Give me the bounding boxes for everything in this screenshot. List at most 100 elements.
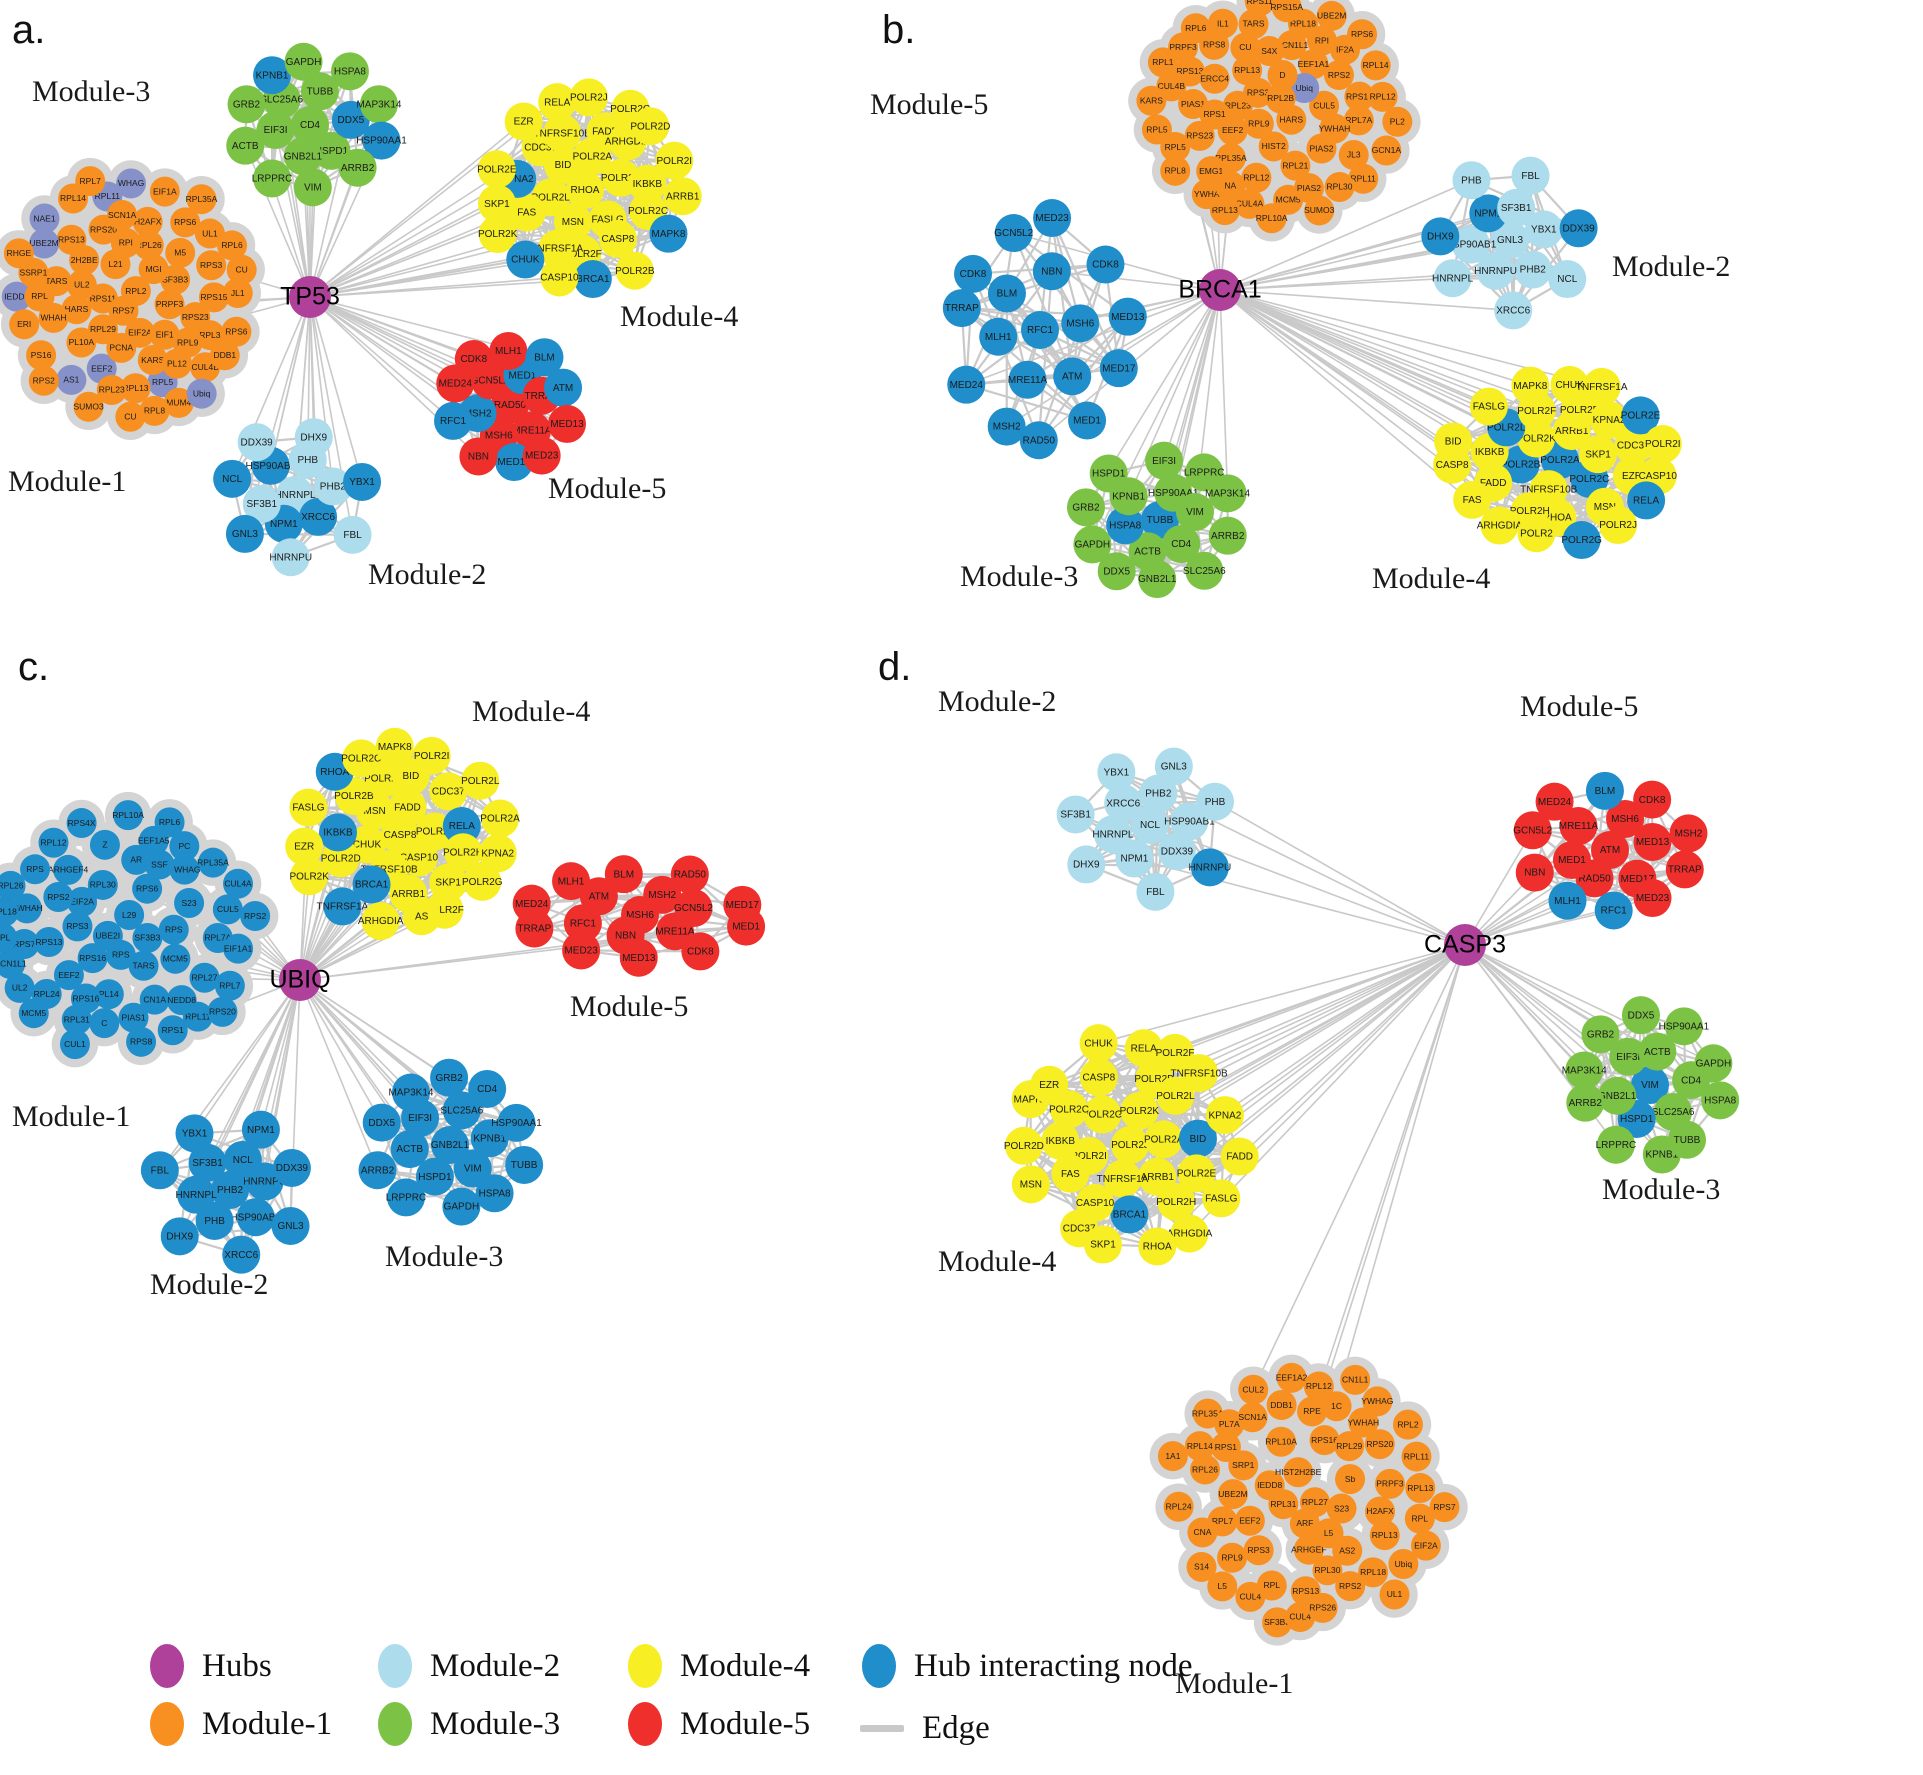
network-node[interactable]: EZR xyxy=(285,827,324,866)
network-node[interactable]: PHB xyxy=(1452,161,1491,200)
network-node[interactable]: RPL7 xyxy=(214,970,245,1001)
network-node[interactable]: MCM5 xyxy=(18,998,49,1029)
network-node[interactable]: DDX39 xyxy=(272,1148,311,1187)
network-node[interactable]: RFC1 xyxy=(1594,891,1633,930)
network-node[interactable]: RPS7 xyxy=(108,295,139,326)
network-node[interactable]: 1A1 xyxy=(1157,1441,1188,1472)
network-node[interactable]: RPL9 xyxy=(172,327,203,358)
network-node[interactable]: RPL31 xyxy=(1268,1489,1299,1520)
network-node[interactable]: SKP1 xyxy=(477,184,516,223)
network-node[interactable]: MAPK8 xyxy=(375,727,414,766)
network-node[interactable]: NAE1 xyxy=(29,203,60,234)
network-node[interactable]: CN1A xyxy=(139,984,170,1015)
network-node[interactable]: NBN xyxy=(459,437,498,476)
network-node[interactable]: HSPA8 xyxy=(475,1174,514,1213)
network-node[interactable]: BID xyxy=(1434,422,1473,461)
network-node[interactable]: MED24 xyxy=(1535,782,1574,821)
network-node[interactable]: TRRAP xyxy=(942,289,981,328)
network-node[interactable]: CUL5 xyxy=(212,894,243,925)
network-node[interactable]: SSF xyxy=(144,849,175,880)
network-node[interactable]: GRB2 xyxy=(1581,1015,1620,1054)
network-node[interactable]: RPL27 xyxy=(1299,1487,1330,1518)
network-node[interactable]: GAPDH xyxy=(284,42,323,81)
network-node[interactable]: MSH6 xyxy=(1061,304,1100,343)
network-node[interactable]: GAPDH xyxy=(1694,1044,1733,1083)
network-node[interactable]: ARRB1 xyxy=(663,177,702,216)
network-node[interactable]: DDX39 xyxy=(237,423,276,462)
network-node[interactable]: ARRB2 xyxy=(1208,516,1247,555)
network-node[interactable]: MSH2 xyxy=(1669,814,1708,853)
network-node[interactable]: MSH2 xyxy=(987,407,1026,446)
network-node[interactable]: NCL xyxy=(1548,260,1587,299)
network-node[interactable]: BRCA1 xyxy=(573,260,612,299)
network-node[interactable]: CN1L1 xyxy=(1340,1364,1371,1395)
network-node[interactable]: UL2 xyxy=(66,269,97,300)
network-node[interactable]: FADD xyxy=(1220,1137,1259,1176)
network-node[interactable]: GNL3 xyxy=(271,1206,310,1245)
network-node[interactable]: CDK8 xyxy=(1086,245,1125,284)
network-node[interactable]: RPL9 xyxy=(1217,1542,1248,1573)
network-node[interactable]: PC xyxy=(169,831,200,862)
network-node[interactable]: GNL3 xyxy=(225,514,264,553)
network-node[interactable]: RFC1 xyxy=(1021,311,1059,349)
network-node[interactable]: RPS3 xyxy=(1243,1535,1274,1566)
network-node[interactable]: ACTB xyxy=(226,126,265,165)
network-node[interactable]: SKP1 xyxy=(1579,435,1618,474)
network-node[interactable]: NEDD8 xyxy=(166,985,197,1016)
network-node[interactable]: RPL7 xyxy=(75,166,106,197)
network-node[interactable]: RPS8 xyxy=(1199,29,1230,60)
network-node[interactable]: UL1 xyxy=(1379,1579,1410,1610)
network-node[interactable]: KARS xyxy=(1136,85,1167,116)
network-node[interactable]: CHUK xyxy=(1079,1024,1118,1063)
network-node[interactable]: RPS2 xyxy=(28,365,59,396)
network-node[interactable]: UBE2M xyxy=(1316,0,1347,31)
network-node[interactable]: ATM xyxy=(1053,357,1092,396)
network-node[interactable]: ERI xyxy=(9,309,40,340)
network-node[interactable]: RPL13 xyxy=(1405,1473,1436,1504)
network-node[interactable]: RPS2 xyxy=(43,882,74,913)
network-node[interactable]: DDX39 xyxy=(1559,209,1598,248)
network-node[interactable]: MED23 xyxy=(562,931,601,970)
network-node[interactable]: CASP8 xyxy=(1079,1058,1118,1097)
network-node[interactable]: SKP1 xyxy=(1083,1225,1122,1264)
network-node[interactable]: DDX5 xyxy=(1621,996,1660,1035)
network-node[interactable]: MSN xyxy=(1011,1165,1050,1204)
network-node[interactable]: MGI xyxy=(138,254,169,285)
network-node[interactable]: FAS xyxy=(1051,1154,1090,1193)
network-node[interactable]: HSPD1 xyxy=(1089,454,1128,493)
network-node[interactable]: AS xyxy=(402,897,441,936)
network-node[interactable]: MLH1 xyxy=(1548,881,1587,920)
network-node[interactable]: RPL13 xyxy=(1369,1520,1400,1551)
network-node[interactable]: S23 xyxy=(174,888,205,919)
network-node[interactable]: L29 xyxy=(114,900,145,931)
network-node[interactable]: RPL18 xyxy=(1358,1557,1389,1588)
network-node[interactable]: DDX5 xyxy=(362,1103,401,1142)
network-node[interactable]: CDK8 xyxy=(1633,780,1672,819)
network-node[interactable]: EIF3I xyxy=(1145,441,1184,480)
network-node[interactable]: RPL12 xyxy=(1367,81,1398,112)
network-node[interactable]: DDB1 xyxy=(209,340,240,371)
network-node[interactable]: NPM1 xyxy=(241,1110,280,1149)
network-node[interactable]: YBX1 xyxy=(1524,210,1563,249)
network-node[interactable]: CUL4A xyxy=(223,868,254,899)
network-node[interactable]: EZR xyxy=(1030,1065,1069,1104)
network-node[interactable]: HSPA8 xyxy=(1701,1081,1740,1120)
network-node[interactable]: RPL14 xyxy=(1184,1431,1215,1462)
network-node[interactable]: YBX1 xyxy=(175,1114,214,1153)
network-node[interactable]: MED1 xyxy=(727,907,766,946)
network-node[interactable]: FBL xyxy=(1136,872,1175,911)
network-node[interactable]: HNRNPU xyxy=(269,538,312,577)
network-node[interactable]: RPL30 xyxy=(87,869,118,900)
network-node[interactable]: CU xyxy=(115,401,146,432)
network-node[interactable]: FBL xyxy=(1511,156,1550,195)
network-node[interactable]: AS1 xyxy=(56,364,87,395)
network-node[interactable]: RPL12 xyxy=(38,827,69,858)
network-node[interactable]: CNA xyxy=(1187,1517,1218,1548)
network-node[interactable]: MLH1 xyxy=(552,862,591,901)
network-node[interactable]: TRRAP xyxy=(1665,850,1704,889)
network-node[interactable]: M5 xyxy=(165,237,196,268)
network-node[interactable]: Sb xyxy=(1335,1464,1366,1495)
network-node[interactable]: MED17 xyxy=(1099,349,1138,388)
network-node[interactable]: POLR2J xyxy=(1599,506,1638,545)
network-node[interactable]: MED13 xyxy=(1633,822,1672,861)
